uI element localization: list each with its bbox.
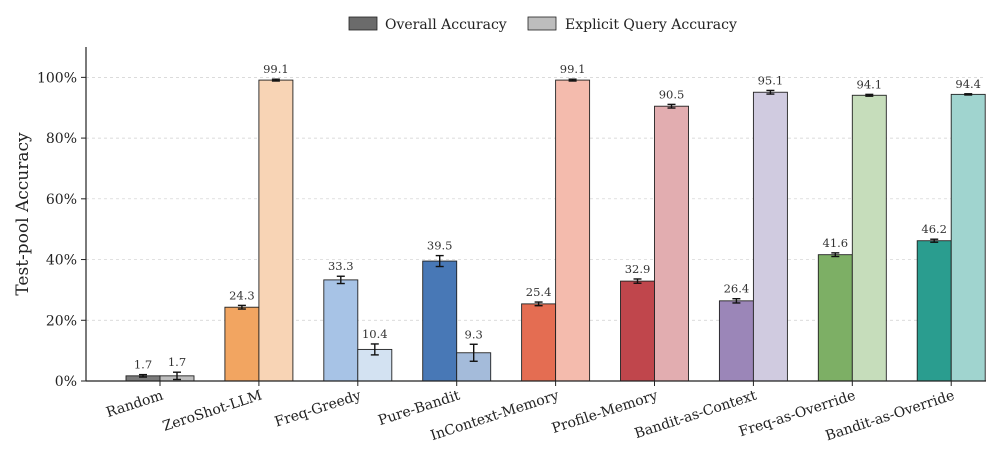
y-tick-label: 0%	[55, 374, 77, 390]
bars: 1.7 1.7 24.3 99.1 33.3 10.4 39.5 9.3 25.4 99.1 32.…	[125, 62, 986, 382]
data-label: 26.4	[724, 282, 750, 296]
bar	[555, 79, 591, 382]
data-label: 41.6	[823, 236, 849, 250]
data-label: 33.3	[328, 259, 354, 273]
x-tick-label: Random	[104, 388, 165, 421]
bar	[718, 300, 754, 382]
bar	[323, 279, 359, 382]
data-label: 1.7	[134, 358, 152, 372]
legend: Overall Accuracy Explicit Query Accuracy	[348, 16, 737, 33]
data-label: 94.1	[857, 77, 883, 91]
bar	[752, 91, 788, 382]
bar	[916, 240, 952, 382]
y-tick-label: 80%	[46, 131, 77, 147]
data-label: 99.1	[560, 62, 586, 76]
data-label: 90.5	[659, 87, 685, 101]
data-label: 46.2	[921, 222, 947, 236]
y-tick-label: 60%	[46, 192, 77, 208]
y-tick-label: 40%	[46, 253, 77, 269]
data-label: 32.9	[625, 262, 651, 276]
data-label: 39.5	[427, 239, 453, 253]
data-label: 94.4	[955, 77, 981, 91]
legend-label-overall: Overall Accuracy	[385, 17, 507, 33]
data-label: 24.3	[229, 288, 255, 302]
bar	[851, 94, 887, 382]
bar	[422, 260, 458, 382]
bar	[620, 280, 655, 382]
data-label: 10.4	[362, 327, 388, 341]
data-label: 25.4	[526, 285, 552, 299]
x-tick-label: Freq-Greedy	[273, 388, 363, 431]
legend-swatch-overall	[348, 16, 378, 31]
bar	[950, 93, 986, 382]
legend-swatch-explicit	[527, 16, 557, 31]
bar	[521, 303, 557, 382]
x-tick-label: ZeroShot-LLM	[161, 388, 264, 435]
bar	[654, 105, 689, 382]
y-tick-label: 20%	[46, 313, 77, 329]
data-label: 99.1	[263, 62, 289, 76]
data-label: 95.1	[758, 73, 784, 87]
legend-label-explicit: Explicit Query Accuracy	[565, 17, 737, 33]
data-label: 1.7	[168, 355, 186, 369]
bar	[258, 79, 294, 382]
bar	[224, 306, 260, 382]
data-label: 9.3	[465, 327, 483, 341]
y-axis-title: Test-pool Accuracy	[13, 132, 33, 296]
bar	[817, 254, 853, 382]
y-tick-label: 100%	[37, 70, 77, 86]
